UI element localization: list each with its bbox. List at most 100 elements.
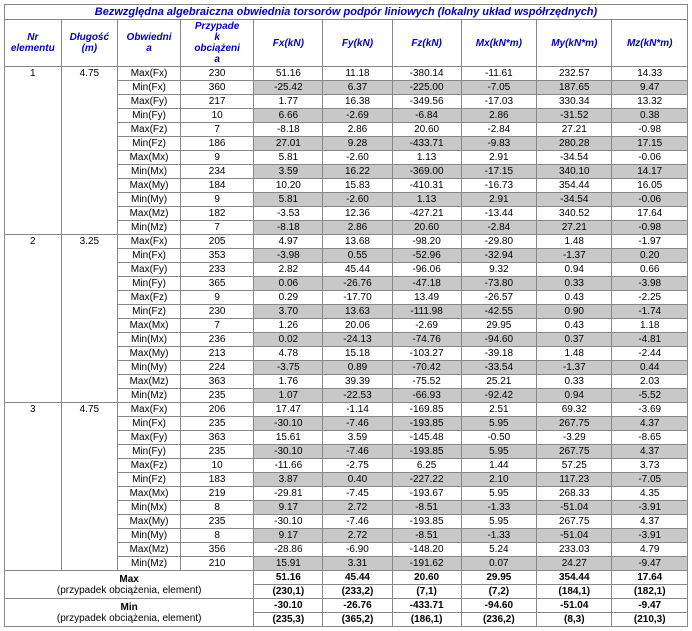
value-cell: 0.06 (254, 277, 323, 291)
value-cell: -2.44 (612, 347, 688, 361)
load-case: 235 (180, 389, 253, 403)
value-cell: 3.31 (323, 557, 392, 571)
value-cell: -24.13 (323, 333, 392, 347)
summary-value: -9.47 (612, 599, 688, 613)
value-cell: 5.95 (461, 445, 536, 459)
value-cell: 9.32 (461, 263, 536, 277)
value-cell: -433.71 (392, 137, 461, 151)
value-cell: 13.63 (323, 305, 392, 319)
value-cell: 15.18 (323, 347, 392, 361)
value-cell: 13.68 (323, 235, 392, 249)
load-case: 184 (180, 179, 253, 193)
value-cell: 0.44 (612, 361, 688, 375)
value-cell: -7.05 (612, 473, 688, 487)
value-cell: -103.27 (392, 347, 461, 361)
envelope: Min(Fy) (118, 445, 181, 459)
value-cell: -34.54 (537, 193, 612, 207)
value-cell: 0.29 (254, 291, 323, 305)
envelope: Max(Mx) (118, 319, 181, 333)
value-cell: -30.10 (254, 445, 323, 459)
envelope: Min(Mx) (118, 333, 181, 347)
load-case: 10 (180, 109, 253, 123)
envelope: Min(Mx) (118, 165, 181, 179)
value-cell: -25.42 (254, 81, 323, 95)
value-cell: 0.90 (537, 305, 612, 319)
col-header: Obwiednia (118, 20, 181, 67)
value-cell: 340.10 (537, 165, 612, 179)
value-cell: -11.66 (254, 459, 323, 473)
value-cell: 2.86 (461, 109, 536, 123)
envelope: Min(Fz) (118, 473, 181, 487)
envelope: Min(Fy) (118, 109, 181, 123)
value-cell: -2.69 (392, 319, 461, 333)
value-cell: -2.69 (323, 109, 392, 123)
element-nr: 2 (5, 235, 62, 403)
load-case: 234 (180, 165, 253, 179)
value-cell: -8.18 (254, 221, 323, 235)
value-cell: 0.07 (461, 557, 536, 571)
value-cell: -7.45 (323, 487, 392, 501)
value-cell: 1.07 (254, 389, 323, 403)
value-cell: 4.79 (612, 543, 688, 557)
value-cell: -26.76 (323, 277, 392, 291)
summary-label: Min(przypadek obciążenia, element) (5, 599, 254, 627)
summary-value: 29.95 (461, 571, 536, 585)
value-cell: 267.75 (537, 515, 612, 529)
load-case: 182 (180, 207, 253, 221)
summary-value: 45.44 (323, 571, 392, 585)
value-cell: -17.15 (461, 165, 536, 179)
load-case: 8 (180, 501, 253, 515)
value-cell: -11.61 (461, 67, 536, 81)
value-cell: 29.95 (461, 319, 536, 333)
value-cell: 1.48 (537, 347, 612, 361)
value-cell: 9.47 (612, 81, 688, 95)
value-cell: -51.04 (537, 501, 612, 515)
envelope: Max(Fy) (118, 431, 181, 445)
value-cell: -145.48 (392, 431, 461, 445)
value-cell: -34.54 (537, 151, 612, 165)
value-cell: 45.44 (323, 263, 392, 277)
value-cell: 5.81 (254, 193, 323, 207)
value-cell: 0.43 (537, 291, 612, 305)
envelope: Max(Fx) (118, 235, 181, 249)
value-cell: -2.25 (612, 291, 688, 305)
value-cell: -6.84 (392, 109, 461, 123)
envelope: Max(My) (118, 347, 181, 361)
envelope: Min(Mx) (118, 501, 181, 515)
load-case: 219 (180, 487, 253, 501)
value-cell: 20.60 (392, 221, 461, 235)
value-cell: -28.86 (254, 543, 323, 557)
value-cell: 16.38 (323, 95, 392, 109)
value-cell: -7.46 (323, 515, 392, 529)
value-cell: -1.33 (461, 501, 536, 515)
value-cell: -39.18 (461, 347, 536, 361)
value-cell: 4.37 (612, 417, 688, 431)
load-case: 10 (180, 459, 253, 473)
value-cell: -193.67 (392, 487, 461, 501)
value-cell: 2.10 (461, 473, 536, 487)
value-cell: -227.22 (392, 473, 461, 487)
value-cell: 3.59 (254, 165, 323, 179)
value-cell: -16.73 (461, 179, 536, 193)
value-cell: 11.18 (323, 67, 392, 81)
summary-value: 354.44 (537, 571, 612, 585)
envelope: Min(Fz) (118, 305, 181, 319)
value-cell: 9.17 (254, 501, 323, 515)
value-cell: -2.75 (323, 459, 392, 473)
value-cell: 1.18 (612, 319, 688, 333)
value-cell: -13.44 (461, 207, 536, 221)
envelope: Min(Mz) (118, 557, 181, 571)
envelope: Min(Mz) (118, 221, 181, 235)
value-cell: 27.21 (537, 221, 612, 235)
value-cell: 187.65 (537, 81, 612, 95)
value-cell: 1.76 (254, 375, 323, 389)
value-cell: 69.32 (537, 403, 612, 417)
envelope: Min(Fz) (118, 137, 181, 151)
value-cell: -29.81 (254, 487, 323, 501)
summary-value: 17.64 (612, 571, 688, 585)
col-header: Mz(kN*m) (612, 20, 688, 67)
value-cell: 0.33 (537, 277, 612, 291)
value-cell: -7.46 (323, 445, 392, 459)
value-cell: 0.20 (612, 249, 688, 263)
col-header: Mx(kN*m) (461, 20, 536, 67)
